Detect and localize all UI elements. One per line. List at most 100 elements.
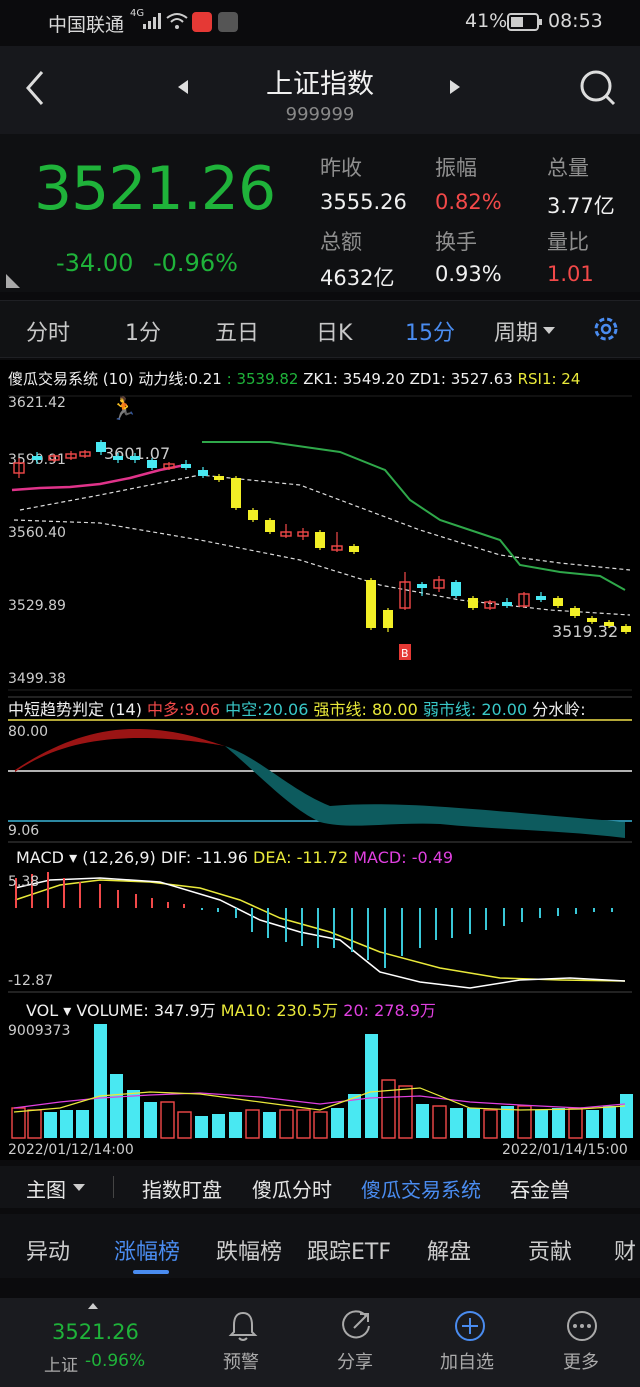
carrier: 中国联通 [48,14,125,36]
rank-tab-finance[interactable]: 财 [614,1240,637,1265]
zk-line [202,441,626,591]
candle [451,582,461,596]
kline-svg: 🏃 B [8,395,633,1139]
chevron-down-icon[interactable]: ▾ [69,848,83,867]
tab-5day[interactable]: 五日 [215,321,260,346]
chevron-down-icon[interactable] [72,1183,86,1193]
main-indicator-header[interactable]: 傻瓜交易系统 (10) 动力线:0.21 : 3539.82 ZK1: 3549… [8,368,580,389]
bull-area [15,728,225,772]
search-icon[interactable] [578,68,618,108]
low-label: 3519.32 [552,622,619,641]
volume-bar [11,1107,26,1139]
nav-price[interactable]: 3521.26 [52,1320,139,1344]
candle [587,618,597,622]
candle [147,460,157,468]
trend-bear-value: 20.06 [262,700,309,719]
back-arrow-icon[interactable] [20,68,50,108]
candle [468,598,478,608]
volume-bar [381,1079,396,1139]
indicator-item-watch[interactable]: 指数盯盘 [142,1178,222,1202]
candles [13,440,631,634]
nav-pct: -0.96% [85,1351,146,1371]
nav-more[interactable]: 更多 [563,1352,599,1373]
tab-period[interactable]: 周期 [494,321,539,346]
stat-label-amplitude: 振幅 [435,156,477,180]
indicator-item-timeshare[interactable]: 傻瓜分时 [252,1178,332,1202]
candle [65,453,77,459]
rank-tabs: 异动 涨幅榜 跌幅榜 跟踪ETF 解盘 贡献 财 [0,1214,640,1278]
clock: 08:53 [548,10,603,32]
candle [433,579,445,589]
candle [231,478,241,508]
volume-bar [450,1108,463,1138]
tab-1min[interactable]: 1分 [125,321,161,346]
tab-daily-k[interactable]: 日K [316,321,353,346]
tab-15min[interactable]: 15分 [405,321,455,346]
chevron-up-icon[interactable] [87,1302,99,1310]
runner-icon: 🏃 [110,396,137,422]
candle [248,510,258,520]
trend-header[interactable]: 中短趋势判定 (14) 中多:9.06 中空:20.06 强市线: 80.00 … [8,696,586,720]
vol-header[interactable]: VOL ▾ VOLUME: 347.9万 MA10: 230.5万 20: 27… [26,997,436,1021]
nav-share[interactable]: 分享 [337,1352,373,1373]
volume-bar [501,1106,514,1138]
gear-icon[interactable] [590,313,622,345]
trend-bull-label: 中多: [147,700,185,719]
volume-bar [76,1110,89,1138]
active-tab-indicator [133,1270,169,1274]
vol-top: 9009373 [8,1023,71,1039]
bell-icon[interactable] [228,1310,258,1342]
price-change: -34.00 [56,249,134,277]
stat-label-volume: 总量 [547,156,589,180]
chevron-down-icon[interactable]: ▾ [63,1001,77,1020]
indicator-item-trade-system[interactable]: 傻瓜交易系统 [361,1178,481,1202]
strong-line-label: 强市线: 80.00 [313,700,418,719]
candle [621,626,631,632]
weak-line-label: 弱市线: 20.00 [422,700,528,719]
tab-timeshare[interactable]: 分时 [26,321,71,346]
volume-bar [535,1110,548,1138]
volume-bar [620,1094,633,1138]
volume-bar [603,1106,616,1138]
next-stock-icon[interactable] [448,78,462,96]
rank-tab-gainers[interactable]: 涨幅榜 [114,1240,181,1265]
macd-header[interactable]: MACD ▾ (12,26,9) DIF: -11.96 DEA: -11.72… [16,848,453,867]
volume-bar [160,1101,175,1139]
chart-area[interactable]: 傻瓜交易系统 (10) 动力线:0.21 : 3539.82 ZK1: 3549… [0,360,640,1160]
rank-tab-analysis[interactable]: 解盘 [427,1240,472,1265]
ma10-value: MA10: 230.5万 [220,1001,339,1020]
stat-value-prev-close: 3555.26 [320,190,407,214]
page-title: 上证指数 [266,69,374,100]
indicator-item-beast[interactable]: 吞金兽 [510,1178,570,1202]
macd-bottom: -12.87 [8,973,54,989]
y-label-0: 3621.42 [8,395,66,411]
candle [536,596,546,600]
add-watchlist-icon[interactable] [454,1310,486,1342]
rank-tab-anomaly[interactable]: 异动 [26,1240,71,1265]
nav-alert[interactable]: 预警 [223,1352,259,1373]
volume-bar [229,1112,242,1138]
prev-stock-icon[interactable] [176,78,190,96]
main-chart-selector[interactable]: 主图 [26,1178,66,1202]
rank-tab-contribution[interactable]: 贡献 [528,1240,573,1265]
candle [79,451,91,457]
nav-add-watchlist[interactable]: 加自选 [440,1352,494,1373]
share-icon[interactable] [340,1310,372,1342]
wifi-icon [166,13,188,29]
more-icon[interactable] [566,1310,598,1342]
volume-bar [432,1105,447,1139]
volume-bar [296,1109,311,1139]
vol-name: VOL [26,1001,59,1020]
status-bar: 中国联通 4G 41% 08:53 [0,0,640,46]
current-price: 3521.26 [34,154,276,224]
rank-tab-losers[interactable]: 跌幅榜 [216,1240,283,1265]
candle [130,456,140,460]
volume-bar [365,1034,378,1138]
ma20-line [13,1092,626,1109]
battery-percent: 41% [465,10,508,32]
svg-text:B: B [401,647,409,660]
stat-label-exchange: 换手 [435,230,477,254]
dea-line [14,879,626,982]
rank-tab-etf[interactable]: 跟踪ETF [307,1240,391,1265]
macd-value: MACD: -0.49 [353,848,454,867]
